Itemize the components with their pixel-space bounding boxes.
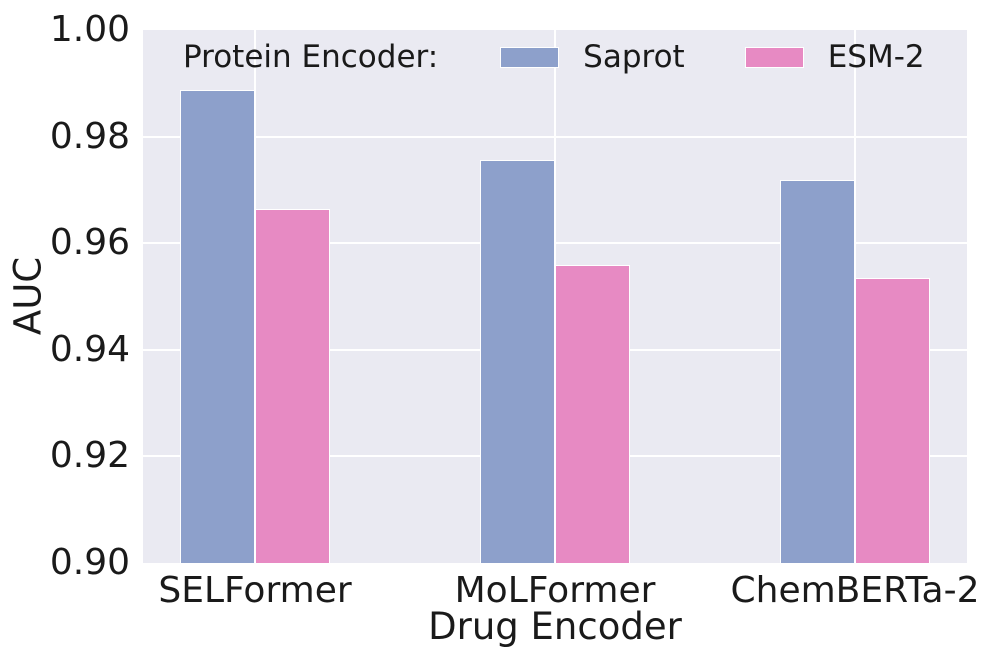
- x-axis-label: Drug Encoder: [428, 605, 682, 648]
- legend-label-saprot: Saprot: [583, 39, 685, 75]
- bar-selformer-saprot: [180, 89, 255, 563]
- legend: Protein Encoder: Saprot ESM-2: [183, 40, 925, 74]
- y-tick-0.90: 0.90: [49, 542, 130, 583]
- y-tick-0.98: 0.98: [49, 115, 130, 157]
- bar-molformer-saprot: [480, 159, 555, 563]
- y-tick-0.96: 0.96: [49, 222, 130, 264]
- y-tick-0.92: 0.92: [49, 435, 130, 477]
- legend-swatch-saprot: [500, 46, 560, 68]
- plot-area: Protein Encoder: Saprot ESM-2: [143, 30, 967, 563]
- legend-title: Protein Encoder:: [183, 39, 439, 75]
- y-tick-0.94: 0.94: [49, 328, 130, 370]
- y-tick-1.00: 1.00: [49, 9, 130, 50]
- bar-chemberta-2-saprot: [780, 180, 855, 563]
- bar-molformer-esm-2: [555, 265, 630, 563]
- bar-chemberta-2-esm-2: [855, 278, 930, 563]
- x-tick-selformer: SELFormer: [158, 570, 352, 611]
- x-tick-chemberta-2: ChemBERTa-2: [730, 570, 980, 611]
- x-tick-molformer: MoLFormer: [454, 570, 656, 611]
- legend-label-esm2: ESM-2: [827, 39, 925, 75]
- legend-swatch-esm2: [744, 46, 804, 68]
- bar-selformer-esm-2: [255, 208, 330, 563]
- y-axis-label: AUC: [6, 256, 50, 336]
